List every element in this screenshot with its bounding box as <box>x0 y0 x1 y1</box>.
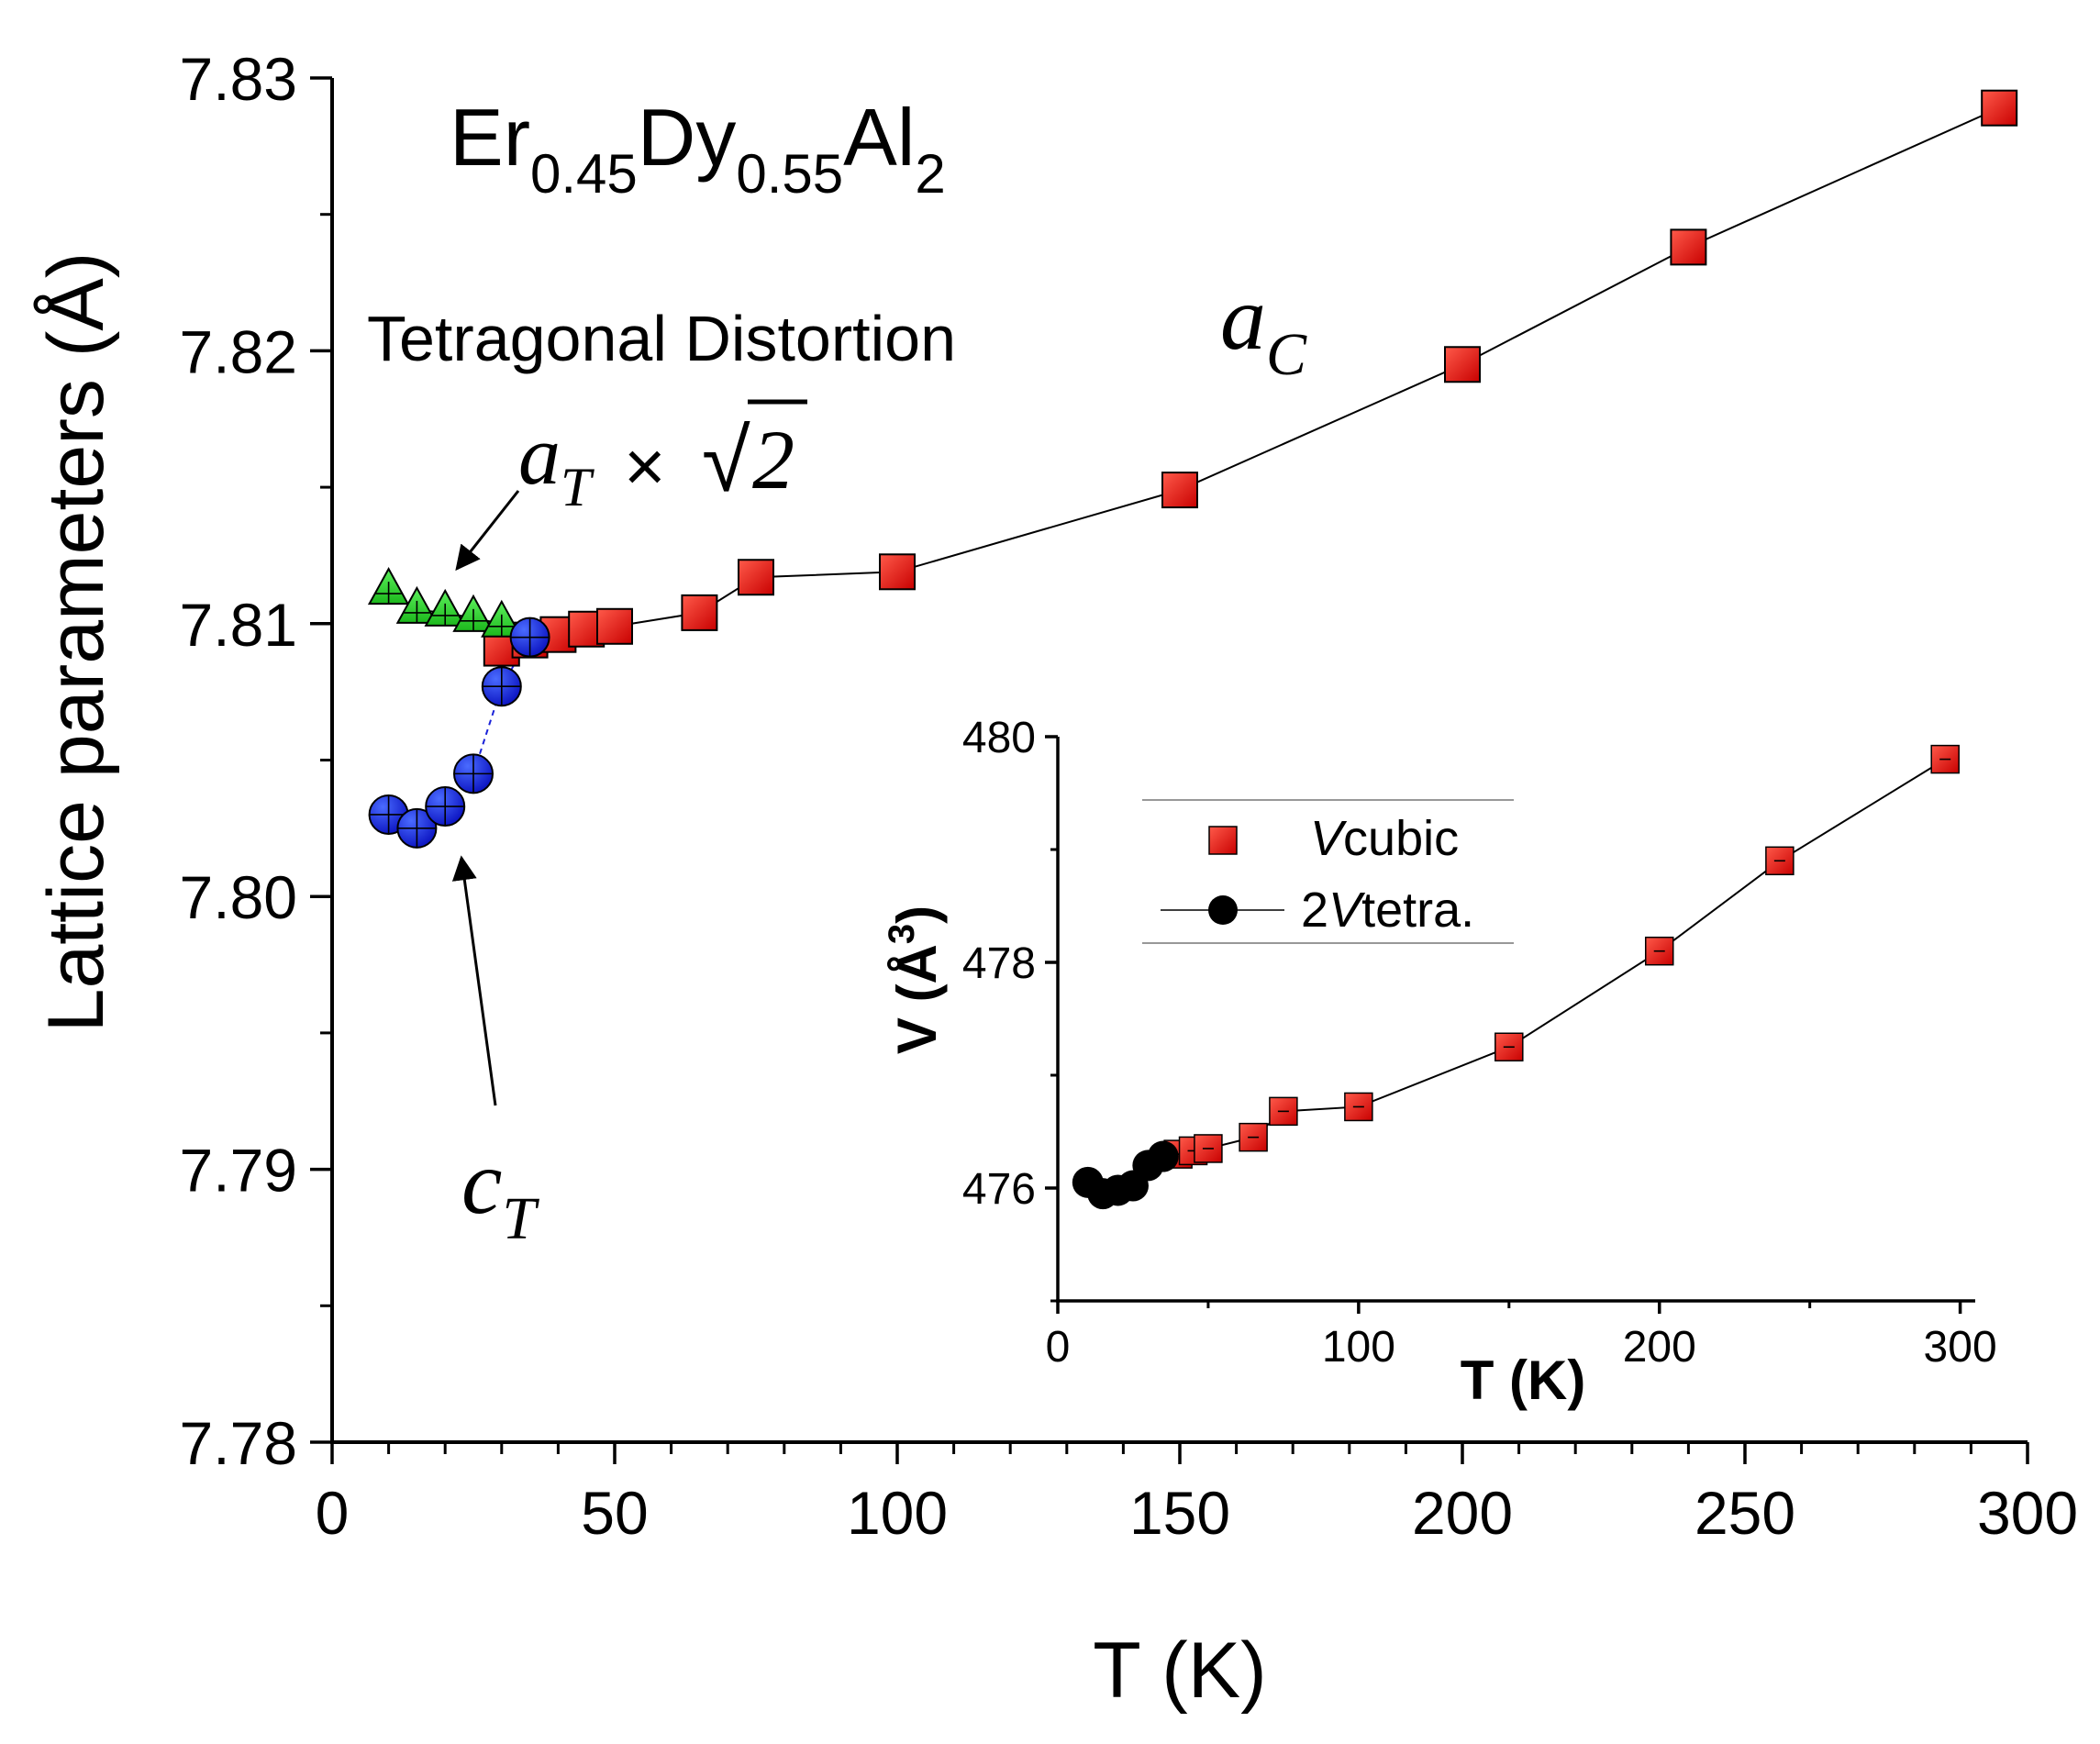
main-y-tick-label: 7.82 <box>180 317 297 385</box>
main-x-tick-label: 300 <box>1977 1479 2078 1547</box>
sqrt-two: 2 <box>752 413 794 506</box>
main-point-triangle <box>481 599 523 638</box>
main-tick-labels: 0 50 100 150 200 250 300 7.78 7.79 7.80 7.81 7.82 7.… <box>180 45 2079 1547</box>
main-x-tick-label: 100 <box>847 1479 948 1547</box>
title-al: Al <box>843 92 915 183</box>
at-arrow <box>455 490 520 572</box>
main-point-circle <box>453 753 494 794</box>
inset-series-lines <box>1087 758 1946 1195</box>
main-plot: 0 50 100 150 200 250 300 7.78 7.79 7.80 7.81 7.82 7.… <box>32 45 2078 1715</box>
main-point-square <box>1981 89 2018 127</box>
inset-y-axis-title: V (Å3) <box>882 905 948 1054</box>
inset-ticks <box>1045 735 1962 1314</box>
inset-point-square <box>1194 1134 1223 1163</box>
ct-label: cT <box>461 1131 539 1252</box>
inset-x-tick-label: 0 <box>1046 1323 1071 1372</box>
inset-y-title-sup: 3 <box>882 924 922 944</box>
inset-line-square <box>1177 758 1946 1156</box>
main-point-square <box>1444 346 1481 383</box>
inset-point-square <box>1765 846 1794 876</box>
inset-series-points <box>1072 744 1960 1210</box>
inset-x-tick-label: 100 <box>1322 1323 1395 1372</box>
at-sqrt2-label: aT × √ 2 <box>518 399 807 517</box>
inset-point-square <box>1644 936 1674 966</box>
main-point-square <box>1670 228 1707 266</box>
ct-label-sub: T <box>502 1185 539 1252</box>
inset-y-title-close: ) <box>886 905 948 924</box>
main-point-triangle <box>395 585 439 624</box>
times-sign: × <box>624 426 666 506</box>
title-dy-sub: 0.55 <box>736 143 843 205</box>
legend-vtetra-pre: 2 <box>1301 883 1328 938</box>
inset-point-square <box>1344 1092 1373 1122</box>
inset-legend: Vcubic 2Vtetra. <box>1142 799 1514 944</box>
legend-vtetra-marker <box>1208 895 1238 925</box>
ac-label-main: a <box>1220 267 1266 369</box>
legend-vtetra-label: 2Vtetra. <box>1301 883 1474 938</box>
main-point-square <box>1161 472 1198 509</box>
main-ticks <box>310 76 2029 1464</box>
at-label: aT <box>518 408 594 517</box>
legend-vcubic-marker <box>1208 826 1238 855</box>
main-point-triangle <box>367 567 410 605</box>
main-point-square <box>879 553 916 591</box>
main-x-tick-label: 200 <box>1412 1479 1513 1547</box>
inset-y-tick-label: 480 <box>962 714 1036 762</box>
sqrt-sign: √ <box>702 412 750 510</box>
main-point-square <box>596 607 633 645</box>
main-point-square <box>738 559 774 596</box>
inset-point-circle <box>1147 1140 1179 1172</box>
inset-tick-labels: 0 100 200 300 476 478 480 <box>962 714 1997 1372</box>
inset-x-axis-title: T (K) <box>1461 1350 1586 1411</box>
main-x-tick-label: 50 <box>581 1479 648 1547</box>
main-series-points <box>367 89 2018 849</box>
main-y-tick-label: 7.81 <box>180 591 297 659</box>
inset-y-tick-label: 476 <box>962 1165 1036 1214</box>
main-point-triangle <box>452 594 494 632</box>
main-x-tick-label: 250 <box>1694 1479 1795 1547</box>
title-er: Er <box>450 92 530 183</box>
main-x-axis-title: T (K) <box>1093 1627 1267 1715</box>
main-point-square <box>681 594 718 631</box>
legend-vcubic-rest: cubic <box>1343 811 1459 866</box>
tetragonal-distortion-label: Tetragonal Distortion <box>367 303 956 374</box>
inset-y-title-main: V (Å <box>886 944 948 1054</box>
ct-arrow <box>451 855 497 1106</box>
main-y-tick-label: 7.80 <box>180 863 297 931</box>
inset-point-square <box>1930 744 1960 774</box>
title-al-sub: 2 <box>915 143 945 205</box>
legend-vcubic-label: Vcubic <box>1310 811 1459 866</box>
main-x-tick-label: 150 <box>1129 1479 1230 1547</box>
legend-vtetra-rest: tetra. <box>1361 883 1474 938</box>
at-label-main: a <box>518 408 561 502</box>
ct-label-main: c <box>461 1131 502 1233</box>
main-point-circle <box>481 666 522 707</box>
ac-label-sub: C <box>1266 321 1307 388</box>
main-point-circle <box>509 617 550 658</box>
main-y-axis-title: Lattice parameters (Å) <box>32 252 120 1033</box>
main-y-tick-label: 7.78 <box>180 1409 297 1477</box>
inset-point-square <box>1239 1122 1268 1152</box>
inset-point-square <box>1269 1096 1298 1127</box>
main-point-circle <box>425 786 466 828</box>
inset-y-tick-label: 478 <box>962 939 1036 988</box>
inset-point-square <box>1494 1032 1524 1061</box>
legend-vcubic-italic: V <box>1310 811 1348 866</box>
main-y-tick-label: 7.79 <box>180 1137 297 1205</box>
main-line-square <box>501 106 2000 650</box>
main-y-tick-label: 7.83 <box>180 45 297 113</box>
main-point-triangle <box>424 588 466 627</box>
chart-title: Er0.45Dy0.55Al2 <box>450 92 946 205</box>
legend-vtetra-italic: V <box>1328 883 1366 938</box>
title-er-sub: 0.45 <box>530 143 638 205</box>
inset-x-tick-label: 200 <box>1623 1323 1696 1372</box>
main-point-circle <box>396 807 438 849</box>
ac-label: aC <box>1220 267 1307 388</box>
inset-x-tick-label: 300 <box>1924 1323 1997 1372</box>
title-dy: Dy <box>638 92 737 183</box>
main-x-tick-label: 0 <box>316 1479 350 1547</box>
inset-plot: 0 100 200 300 476 478 480 T (K) V (Å3) Vcubic … <box>882 714 1997 1411</box>
at-label-sub: T <box>561 457 594 517</box>
